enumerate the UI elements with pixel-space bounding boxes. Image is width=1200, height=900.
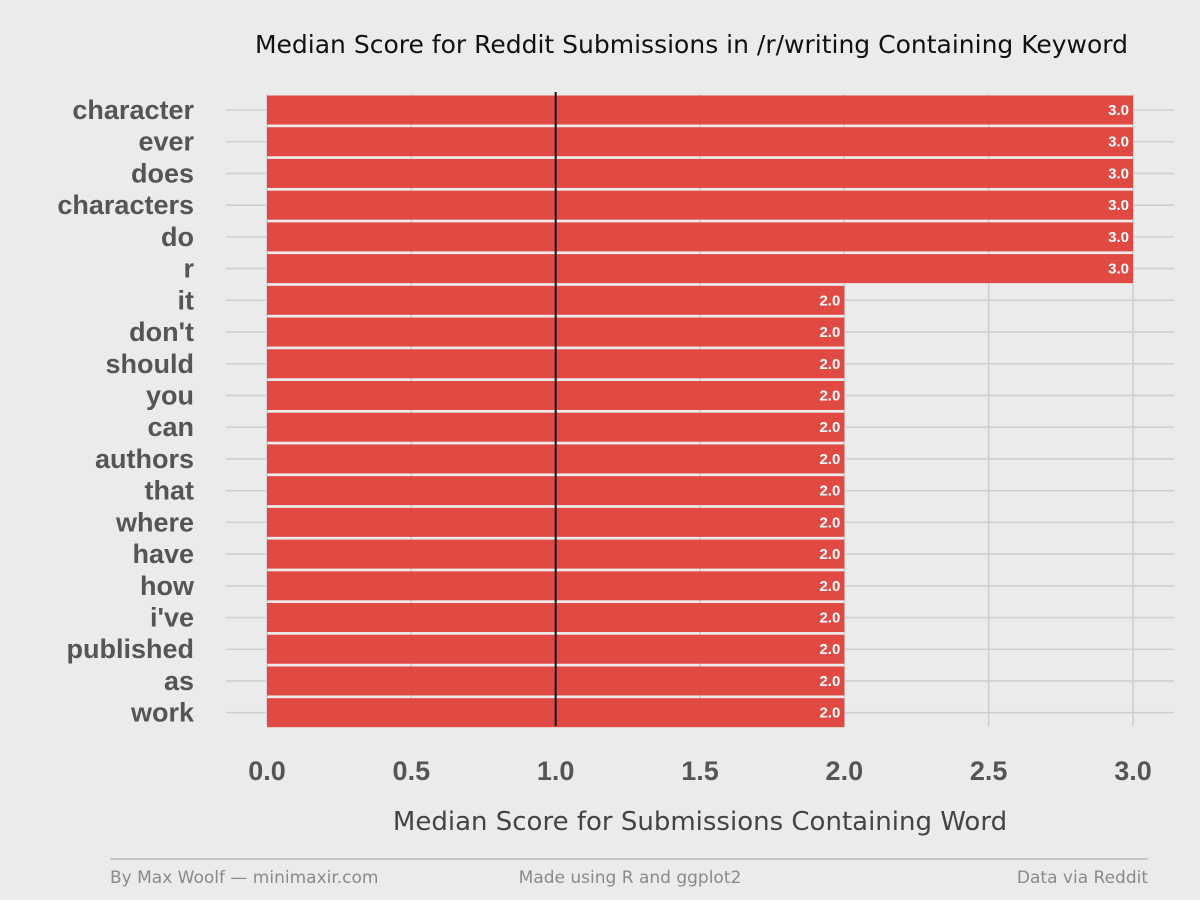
x-tick-label: 2.5 xyxy=(970,756,1008,786)
category-label: work xyxy=(130,698,195,728)
bar-value-label: 2.0 xyxy=(819,705,840,722)
bar-value-label: 3.0 xyxy=(1108,261,1129,278)
x-tick-label: 0.5 xyxy=(393,756,431,786)
bar-value-label: 2.0 xyxy=(819,387,840,404)
category-label: that xyxy=(145,476,195,506)
category-labels: charactereverdoescharactersdoritdon'tsho… xyxy=(57,95,195,728)
bar-value-label: 2.0 xyxy=(819,324,840,341)
bar xyxy=(267,222,1133,252)
footer-source: Data via Reddit xyxy=(1017,868,1148,888)
x-axis-title: Median Score for Submissions Containing … xyxy=(393,807,1007,837)
bar-value-label: 2.0 xyxy=(819,419,840,436)
category-label: ever xyxy=(138,127,194,157)
category-label: don't xyxy=(129,317,194,347)
category-label: r xyxy=(183,254,194,284)
chart-title: Median Score for Reddit Submissions in /… xyxy=(255,30,1128,59)
bar xyxy=(267,127,1133,157)
category-label: does xyxy=(131,158,194,188)
category-label: characters xyxy=(57,190,194,220)
x-tick-label: 1.5 xyxy=(681,756,719,786)
bar-value-label: 3.0 xyxy=(1108,134,1129,151)
category-label: can xyxy=(147,412,194,442)
category-label: published xyxy=(67,634,195,664)
bar-value-label: 2.0 xyxy=(819,292,840,309)
category-label: character xyxy=(72,95,194,125)
bar xyxy=(267,190,1133,220)
footer-credit: By Max Woolf — minimaxir.com xyxy=(110,868,379,888)
x-tick-label: 1.0 xyxy=(537,756,575,786)
category-label: have xyxy=(132,539,194,569)
category-label: authors xyxy=(95,444,194,474)
category-label: as xyxy=(164,666,194,696)
bar-value-label: 2.0 xyxy=(819,483,840,500)
bar-value-label: 2.0 xyxy=(819,451,840,468)
x-tick-label: 2.0 xyxy=(826,756,864,786)
bar-value-label: 3.0 xyxy=(1108,102,1129,119)
bar-value-label: 3.0 xyxy=(1108,165,1129,182)
category-label: it xyxy=(178,285,195,315)
footer-tool: Made using R and ggplot2 xyxy=(519,868,742,888)
bar-value-label: 2.0 xyxy=(819,641,840,658)
category-label: how xyxy=(140,571,195,601)
x-tick-label: 0.0 xyxy=(248,756,286,786)
category-label: you xyxy=(146,380,194,410)
category-label: i've xyxy=(150,603,194,633)
x-axis-ticks: 0.0 0.5 1.0 1.5 2.0 2.5 3.0 xyxy=(248,756,1152,786)
bar-value-label: 2.0 xyxy=(819,673,840,690)
x-tick-label: 3.0 xyxy=(1114,756,1152,786)
bar xyxy=(267,254,1133,284)
category-label: should xyxy=(106,349,195,379)
category-label: do xyxy=(161,222,194,252)
bar-value-label: 3.0 xyxy=(1108,229,1129,246)
category-label: where xyxy=(115,507,194,537)
bar-value-label: 2.0 xyxy=(819,610,840,627)
bar-value-label: 2.0 xyxy=(819,546,840,563)
bar xyxy=(267,158,1133,188)
bar-value-label: 3.0 xyxy=(1108,197,1129,214)
bar-value-label: 2.0 xyxy=(819,578,840,595)
bar xyxy=(267,95,1133,125)
bar-value-label: 2.0 xyxy=(819,356,840,373)
bar-value-label: 2.0 xyxy=(819,514,840,531)
